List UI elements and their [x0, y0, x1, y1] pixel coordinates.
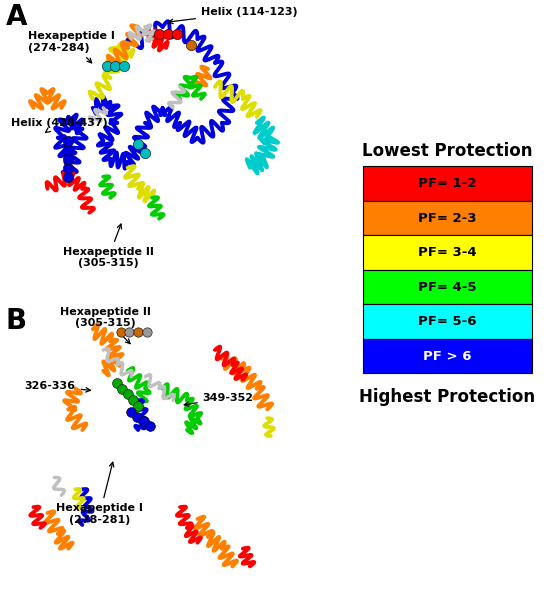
Point [142, 327, 151, 337]
Point [64, 136, 73, 146]
Bar [363, 235, 532, 270]
Bar [363, 270, 532, 304]
Point [102, 61, 111, 71]
Text: 326-336: 326-336 [25, 381, 90, 392]
Point [133, 412, 142, 422]
Point [141, 148, 150, 157]
Point [116, 327, 125, 337]
Point [129, 396, 137, 405]
Point [64, 172, 73, 182]
Text: B: B [6, 307, 27, 335]
Point [118, 384, 127, 393]
Text: Hexapeptide II
(305-315): Hexapeptide II (305-315) [63, 224, 154, 269]
Text: PF > 6: PF > 6 [423, 350, 471, 362]
Text: Hexapeptide II
(305-315): Hexapeptide II (305-315) [60, 307, 151, 344]
Point [125, 327, 134, 337]
Point [64, 145, 73, 155]
Text: Lowest Protection: Lowest Protection [362, 142, 532, 160]
Text: PF= 4-5: PF= 4-5 [418, 281, 476, 293]
Point [64, 154, 73, 163]
Point [172, 30, 181, 39]
Point [127, 407, 136, 417]
Text: A: A [6, 3, 27, 31]
Text: 349-352: 349-352 [184, 393, 254, 407]
Bar [363, 166, 532, 201]
Point [111, 61, 120, 71]
Text: PF= 3-4: PF= 3-4 [418, 246, 476, 259]
Text: Hexapeptide I
(278-281): Hexapeptide I (278-281) [57, 462, 143, 525]
Point [123, 390, 132, 399]
Text: Helix (114-123): Helix (114-123) [168, 7, 297, 24]
Point [134, 327, 142, 337]
Point [120, 61, 129, 71]
Text: PF= 2-3: PF= 2-3 [418, 212, 476, 224]
Bar [363, 339, 532, 373]
Text: PF= 1-2: PF= 1-2 [418, 177, 476, 190]
Point [113, 378, 122, 387]
Text: PF= 5-6: PF= 5-6 [418, 315, 476, 328]
Point [134, 139, 142, 149]
Point [163, 30, 172, 39]
Bar [363, 201, 532, 235]
Point [64, 163, 73, 172]
Text: Helix (428-437): Helix (428-437) [11, 118, 107, 132]
Point [186, 40, 195, 50]
Bar [363, 304, 532, 339]
Text: Hexapeptide I
(274-284): Hexapeptide I (274-284) [28, 31, 115, 63]
Text: Highest Protection: Highest Protection [360, 388, 535, 407]
Point [139, 416, 148, 426]
Point [155, 30, 163, 39]
Point [134, 402, 142, 411]
Point [146, 420, 155, 430]
